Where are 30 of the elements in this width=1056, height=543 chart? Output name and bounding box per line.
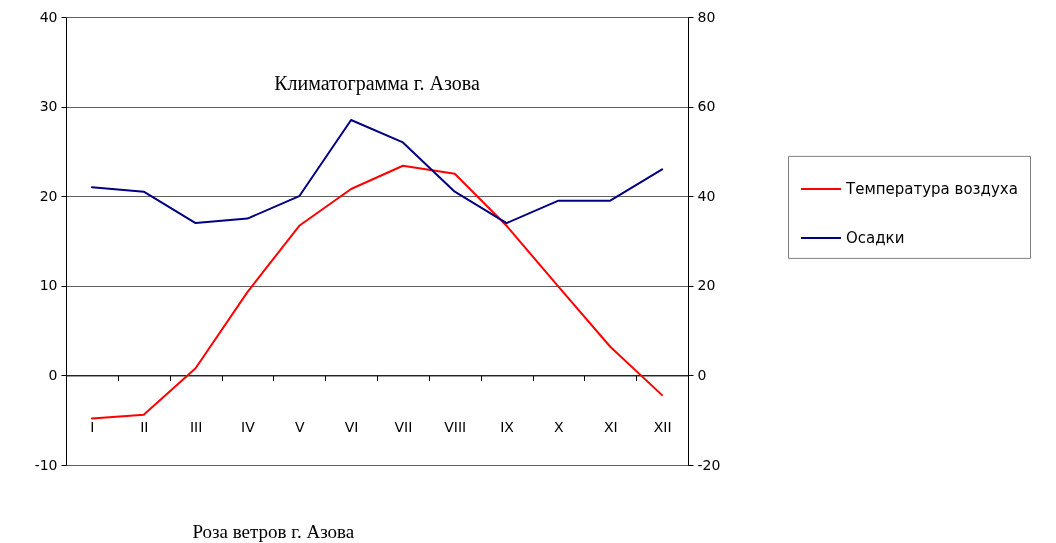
x-tick-label: VI — [344, 418, 359, 435]
x-tick-label: V — [294, 418, 305, 435]
y-tick-label: 30 — [39, 98, 58, 115]
x-tick-label: II — [140, 418, 149, 435]
y2-tick-label: 40 — [697, 187, 716, 204]
x-tick-label: IV — [241, 418, 256, 435]
x-tick-label: I — [90, 418, 95, 435]
x-tick-label: IX — [500, 418, 515, 435]
line-series — [90, 119, 664, 225]
x-tick-label: VIII — [444, 418, 467, 435]
line-series — [90, 164, 664, 420]
x-tick-label: XII — [653, 418, 672, 435]
x-tick-label: III — [189, 418, 203, 435]
y2-tick-label: 20 — [697, 277, 716, 294]
x-tick-label: XI — [603, 418, 618, 435]
y-tick-label: 20 — [39, 187, 58, 204]
y-tick-label: 0 — [48, 366, 58, 383]
text: Климатограмма г. Азова — [274, 72, 480, 95]
y-tick-label: 40 — [39, 8, 58, 25]
y2-tick-label: -20 — [697, 456, 721, 473]
legend-label: Температура воздуха — [845, 179, 1018, 198]
y2-tick-label: 60 — [697, 98, 716, 115]
y-tick-label: 10 — [39, 277, 58, 294]
x-tick-label: VII — [394, 418, 413, 435]
text: Роза ветров г. Азова — [192, 521, 355, 542]
x-tick-label: X — [554, 418, 565, 435]
y-tick-label: -10 — [34, 456, 58, 473]
y2-tick-label: 80 — [697, 8, 716, 25]
y2-tick-label: 0 — [697, 366, 707, 383]
legend-label: Осадки — [846, 228, 905, 247]
